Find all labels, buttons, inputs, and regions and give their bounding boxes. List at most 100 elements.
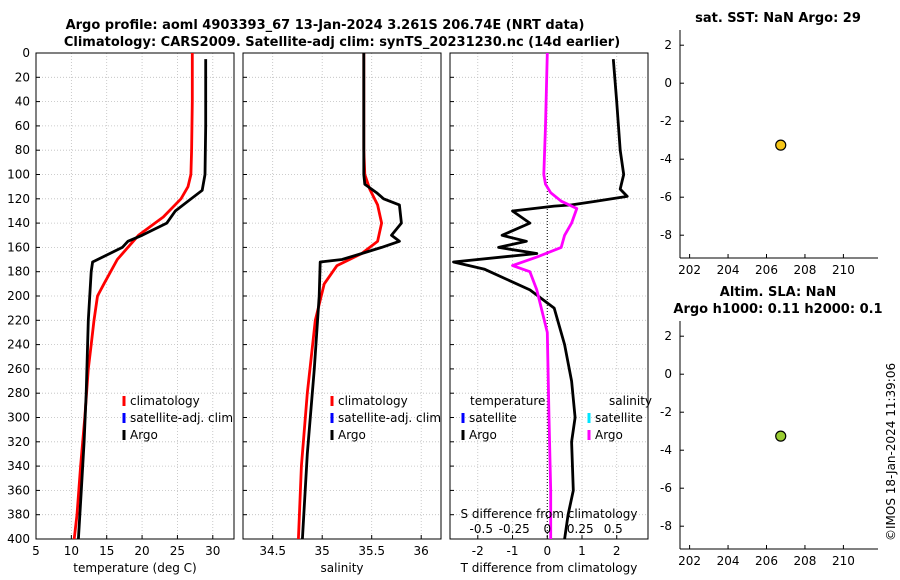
sla-title-line2: Argo h1000: 0.11 h2000: 0.1 — [673, 302, 882, 317]
x-axis-label: salinity — [320, 561, 363, 575]
legend-argo-label: Argo — [338, 428, 366, 442]
legend-climatology-label: climatology — [338, 394, 408, 408]
legend-sal-argo-label: Argo — [595, 428, 623, 442]
legend-satellite-label: satellite-adj. clim — [130, 411, 233, 425]
x-tick-label: 15 — [99, 544, 114, 558]
y-tick-label: 320 — [7, 435, 30, 449]
y-tick-label: 0 — [22, 46, 30, 60]
series-line-argo — [77, 59, 208, 540]
y-tick-label: 340 — [7, 459, 30, 473]
x-tick-label: 202 — [678, 263, 701, 277]
x-tick-label: 35.5 — [358, 544, 385, 558]
series-line-argo — [301, 53, 403, 540]
x2-tick-label: 0 — [543, 522, 551, 536]
x-tick-label: -1 — [507, 544, 519, 558]
x-tick-label: 5 — [32, 544, 40, 558]
x-tick-label: 1 — [578, 544, 586, 558]
y-tick-label: 220 — [7, 313, 30, 327]
x-tick-label: 0 — [543, 544, 551, 558]
x-tick-label: 30 — [205, 544, 220, 558]
x-tick-label: -2 — [472, 544, 484, 558]
y-tick-label: 360 — [7, 483, 30, 497]
sla-panel: 202 204 206 208 210 2 0 -2 -4 -6 -8 Altim. SLA: NaN… — [660, 285, 883, 568]
legend-temp-satellite-label: satellite — [469, 411, 517, 425]
x2-axis-label: S difference from climatology — [461, 507, 638, 521]
y-tick-label: -8 — [660, 228, 672, 242]
x-tick-label: 25 — [170, 544, 185, 558]
y-tick-label: 140 — [7, 216, 30, 230]
watermark: ©IMOS 18-Jan-2024 11:39:06 — [884, 363, 898, 541]
series-line-temperature-argo — [452, 58, 629, 540]
series-line-salinity-argo — [511, 52, 579, 539]
figure-title-line2: Climatology: CARS2009. Satellite-adj cli… — [64, 35, 620, 50]
y-tick-label: -4 — [660, 152, 672, 166]
x-tick-label: 34.5 — [259, 544, 286, 558]
x-tick-label: 210 — [832, 554, 855, 568]
y-tick-label: 380 — [7, 508, 30, 522]
x-tick-label: 208 — [793, 554, 816, 568]
x-tick-label: 206 — [755, 554, 778, 568]
x-tick-label: 36 — [414, 544, 429, 558]
y-tick-label: 300 — [7, 411, 30, 425]
y-tick-label: 200 — [7, 289, 30, 303]
legend-argo-label: Argo — [130, 428, 158, 442]
legend-temp-argo-label: Argo — [469, 428, 497, 442]
x-tick-label: 210 — [832, 263, 855, 277]
x2-tick-label: -0.25 — [499, 522, 530, 536]
sst-panel: 202 204 206 208 210 2 0 -2 -4 -6 -8 sat. SST: NaN A… — [660, 11, 878, 277]
x-tick-label: 204 — [717, 263, 740, 277]
legend-climatology-label: climatology — [130, 394, 200, 408]
x2-tick-label: 0.5 — [604, 522, 623, 536]
y-tick-label: 400 — [7, 532, 30, 546]
y-tick-label: -2 — [660, 114, 672, 128]
axes-frame — [449, 52, 649, 540]
axes-frame — [35, 52, 235, 540]
x-tick-label: 202 — [678, 554, 701, 568]
x-tick-label: 35 — [315, 544, 330, 558]
y-tick-label: 100 — [7, 168, 30, 182]
x-tick-label: 204 — [717, 554, 740, 568]
x-tick-label: 206 — [755, 263, 778, 277]
y-tick-label: -6 — [660, 481, 672, 495]
x-axis-label: T difference from climatology — [460, 561, 638, 575]
salinity-panel: 34.5 35 35.5 36 salinity climatology satellite… — [242, 52, 442, 575]
sla-title-line1: Altim. SLA: NaN — [720, 285, 836, 300]
axes-frame — [242, 52, 442, 540]
y-tick-label: 0 — [664, 367, 672, 381]
x2-tick-label: 0.25 — [567, 522, 594, 536]
x-axis-label: temperature (deg C) — [73, 561, 196, 575]
y-tick-label: 0 — [664, 76, 672, 90]
temperature-panel: 5 10 15 20 25 3002040608010012014016018020022… — [7, 46, 235, 575]
data-point — [775, 139, 787, 151]
x-tick-label: 10 — [64, 544, 79, 558]
figure-title-line1: Argo profile: aoml 4903393_67 13-Jan-202… — [66, 18, 585, 33]
y-tick-label: 280 — [7, 386, 30, 400]
y-tick-label: 2 — [664, 329, 672, 343]
series-line-climatology — [297, 53, 384, 540]
y-tick-label: 40 — [15, 95, 30, 109]
difference-panel: -2 -1 0 1 2 T difference from climatology S di… — [449, 52, 652, 575]
y-tick-label: 80 — [15, 143, 30, 157]
y-tick-label: -8 — [660, 519, 672, 533]
y-tick-label: -2 — [660, 405, 672, 419]
sst-title: sat. SST: NaN Argo: 29 — [695, 11, 861, 26]
y-tick-label: -6 — [660, 190, 672, 204]
data-point — [775, 430, 787, 442]
y-tick-label: 2 — [664, 38, 672, 52]
y-tick-label: 20 — [15, 70, 30, 84]
x-tick-label: 2 — [613, 544, 621, 558]
legend-salinity-title: salinity — [609, 394, 652, 408]
x2-tick-label: -0.5 — [470, 522, 493, 536]
y-tick-label: -4 — [660, 443, 672, 457]
y-tick-label: 240 — [7, 338, 30, 352]
y-tick-label: 180 — [7, 265, 30, 279]
legend-sal-satellite-label: satellite — [595, 411, 643, 425]
y-tick-label: 260 — [7, 362, 30, 376]
y-tick-label: 160 — [7, 240, 30, 254]
legend-temperature-title: temperature — [470, 394, 545, 408]
x-tick-label: 208 — [793, 263, 816, 277]
x-tick-label: 20 — [134, 544, 149, 558]
y-tick-label: 60 — [15, 119, 30, 133]
legend-satellite-label: satellite-adj. clim — [338, 411, 441, 425]
